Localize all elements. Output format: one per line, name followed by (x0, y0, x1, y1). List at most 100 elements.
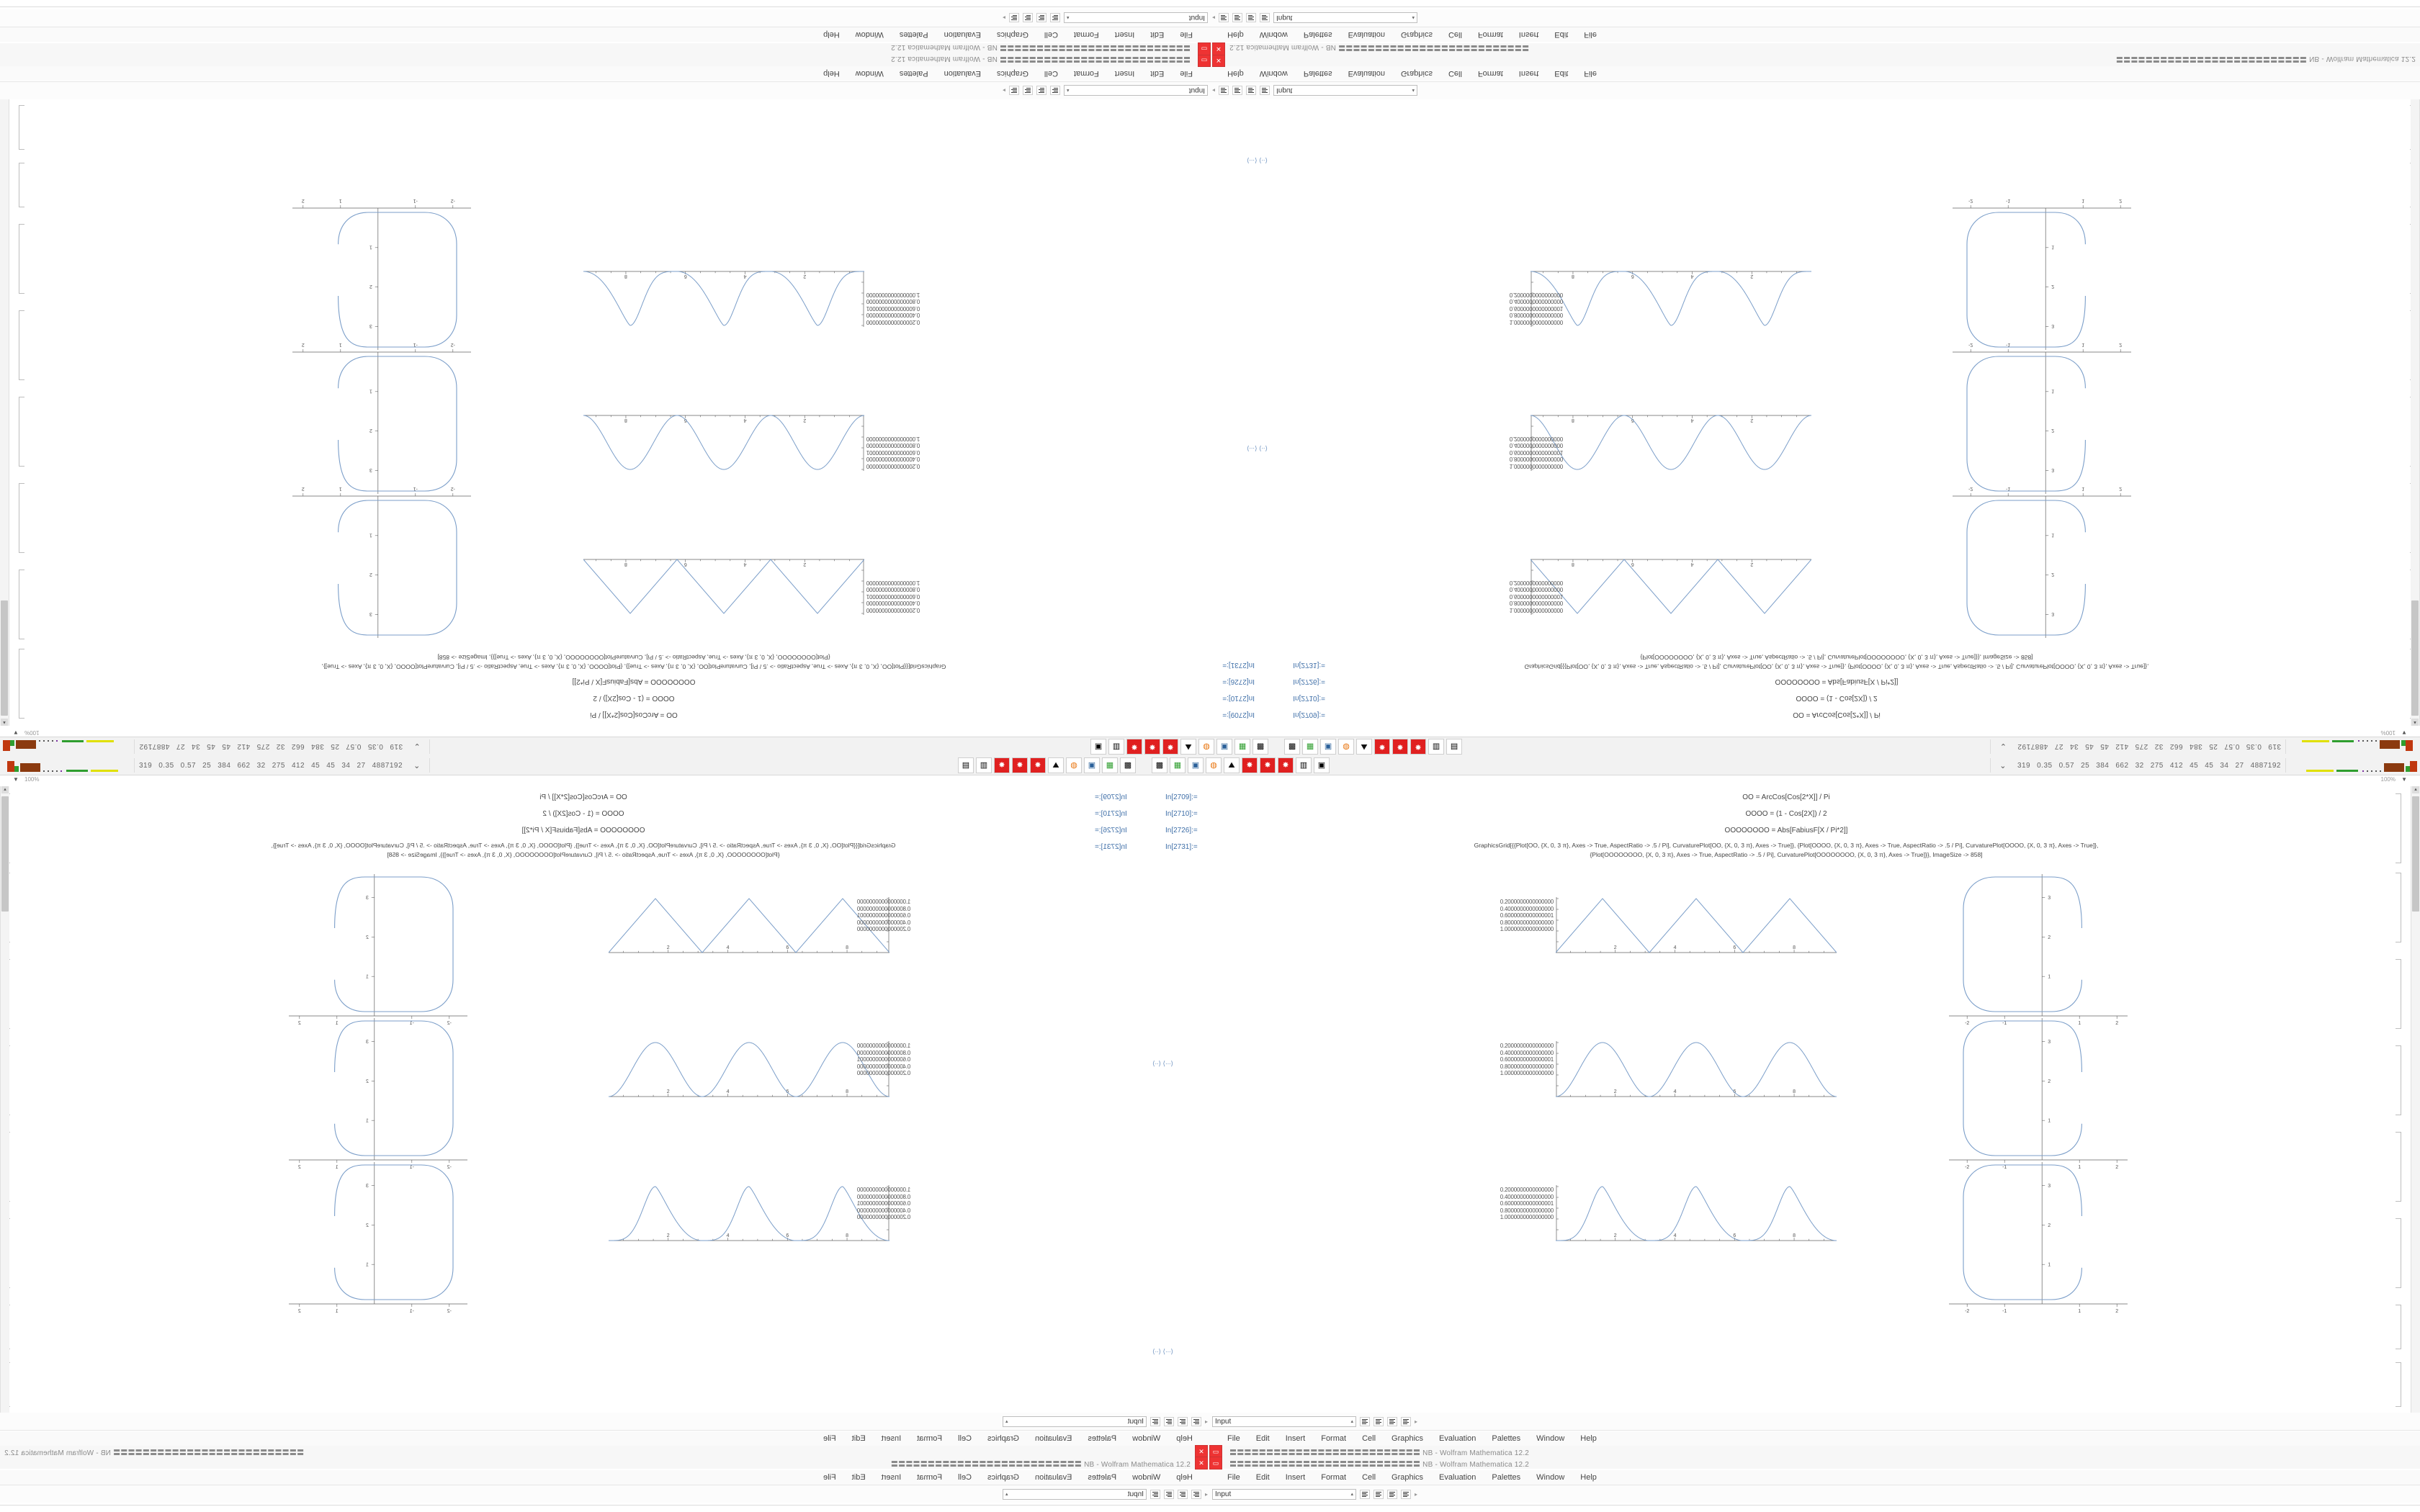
cell-bracket[interactable] (2396, 873, 2401, 942)
wave-plot-left[interactable]: 2 4 6 8 (1530, 557, 1812, 618)
wave-plot-left[interactable]: 2 4 6 8 (608, 894, 890, 955)
menu-item-2b-help[interactable]: Help (1580, 1473, 1597, 1482)
menu-item-evaluation[interactable]: Evaluation (1439, 1434, 1476, 1443)
align-right-button-3[interactable] (1387, 1489, 1397, 1499)
window-icon[interactable]: ▣ (1314, 757, 1330, 773)
close-button[interactable]: ✕ (1195, 1445, 1208, 1458)
expand-arrow-2-icon[interactable]: ▸ (1002, 14, 1005, 22)
menu-item-file[interactable]: File (1227, 1434, 1240, 1443)
menu-item-2-palettes[interactable]: Palettes (1303, 30, 1332, 39)
terminal-green-icon[interactable]: ▦ (1102, 757, 1118, 773)
style-select-spinner[interactable]: ▴ (1412, 88, 1415, 93)
menu-item-2-window[interactable]: Window (1132, 1473, 1161, 1482)
style-select-spinner[interactable]: ▴ (1067, 88, 1070, 93)
align-justify-button-2[interactable] (1150, 1489, 1160, 1499)
curvature-plot-left[interactable]: -2 -1 1 2 1 2 3 (284, 1017, 472, 1171)
code-line[interactable]: OO = ArcCos[Cos[2*X]] / Pi (590, 711, 678, 719)
cell-bracket[interactable] (2396, 793, 2401, 863)
notebook-canvas[interactable]: ▴ ▴ In[2709]:= In[2709]:= In[2710]:= In[2710]… (0, 99, 2420, 726)
window-title-bar[interactable]: 〓〓〓〓〓〓〓〓〓〓〓〓〓〓〓〓〓〓〓〓〓〓〓〓〓〓 NB - Wolfram … (0, 54, 2420, 67)
menu-item-insert[interactable]: Insert (1285, 1434, 1306, 1443)
menu-item-2b-help[interactable]: Help (823, 30, 840, 39)
align-justify-button-2[interactable] (1260, 13, 1270, 23)
notebook-canvas[interactable]: ▴ ▴ In[2709]:= In[2709]:= In[2710]:= In[2710]… (0, 786, 2420, 1413)
menu-item-cell[interactable]: Cell (958, 1434, 972, 1443)
gear-red-3-icon[interactable]: ✸ (1030, 757, 1046, 773)
align-center-button-3[interactable] (1373, 1489, 1384, 1499)
gear-red-5-icon[interactable]: ✸ (1260, 757, 1276, 773)
curvature-plot-left[interactable]: -2 -1 1 2 1 2 3 (1948, 341, 2136, 495)
code-line[interactable]: OOOOOOOO = Abs[FabiusF[X / Pi*2]] (572, 678, 696, 685)
menu-item-window[interactable]: Window (1259, 69, 1288, 78)
graphics-grid-row[interactable]: -2 -1 1 2 1 2 3 2 4 6 8 1.0000000000000000 0.8000000… (0, 338, 2420, 495)
menu-item-help[interactable]: Help (823, 69, 840, 78)
expand-arrow-icon[interactable]: ▸ (1002, 87, 1005, 94)
curvature-plot-right[interactable]: -2 -1 1 2 1 2 3 (288, 341, 475, 495)
printer-icon[interactable]: ▩ (1284, 739, 1300, 755)
menu-item-2b-cell[interactable]: Cell (1362, 1473, 1376, 1482)
style-select-2[interactable]: Input ▴ (1212, 1488, 1356, 1500)
close-button[interactable]: ✕ (1212, 42, 1225, 55)
graphics-grid-row[interactable]: -2 -1 1 2 1 2 3 2 4 6 8 1.0000000000000000 0.8000000… (0, 194, 2420, 351)
align-justify-button-3[interactable] (1401, 1489, 1411, 1499)
terminal-green-2-icon[interactable]: ▦ (1234, 739, 1250, 755)
scroll-up-arrow-left[interactable]: ▴ (1, 786, 9, 793)
expand-arrow-2-icon[interactable]: ▸ (1415, 1490, 1418, 1498)
mountain-icon[interactable]: ⛰ (1048, 757, 1064, 773)
maximize-button[interactable]: ▭ (1209, 1457, 1222, 1470)
style-select-spinner-2[interactable]: ▴ (1412, 15, 1415, 20)
firefox-2-icon[interactable]: ◍ (1206, 757, 1222, 773)
menu-item-file[interactable]: File (1584, 69, 1597, 78)
align-center-button-3[interactable] (1036, 13, 1047, 23)
style-select-left-2[interactable]: Input ▴ (1002, 1488, 1147, 1500)
align-left-button-2[interactable] (1191, 1489, 1201, 1499)
curvature-plot-left[interactable]: -2 -1 1 2 1 2 3 (284, 873, 472, 1027)
window-title-bar[interactable]: 〓〓〓〓〓〓〓〓〓〓〓〓〓〓〓〓〓〓〓〓〓〓〓〓〓〓 NB - Wolfram … (0, 1457, 2420, 1470)
style-select-spinner[interactable]: ▴ (1005, 1419, 1008, 1424)
gear-red-5-icon[interactable]: ✸ (1144, 739, 1160, 755)
maximize-button[interactable]: ▭ (1198, 54, 1211, 67)
graphics-grid-row[interactable]: -2 -1 1 2 1 2 3 2 4 6 8 1.0000000000000000 0.8000000… (0, 482, 2420, 639)
align-left-button[interactable] (1360, 1416, 1370, 1426)
terminal-green-2-icon[interactable]: ▦ (1170, 757, 1186, 773)
floppy-save-icon[interactable]: ▣ (1084, 757, 1100, 773)
firefox-icon[interactable]: ◍ (1338, 739, 1354, 755)
zoom-dropdown-right-icon[interactable]: ▼ (2401, 776, 2407, 783)
menu-item-format[interactable]: Format (1321, 1434, 1347, 1443)
scroll-up-arrow-right[interactable]: ▴ (2412, 786, 2419, 793)
menu-item-2b-cell[interactable]: Cell (1044, 30, 1058, 39)
menu-item-2-graphics[interactable]: Graphics (1400, 30, 1433, 39)
menu-item-edit[interactable]: Edit (1255, 1434, 1270, 1443)
style-select-left-2[interactable]: Input ▴ (1273, 12, 1418, 24)
menu-item-edit[interactable]: Edit (1150, 69, 1165, 78)
menu-item-window[interactable]: Window (1536, 1434, 1565, 1443)
gear-red-2-icon[interactable]: ✸ (1392, 739, 1408, 755)
maximize-button[interactable]: ▭ (1198, 42, 1211, 55)
menu-item-2b-edit[interactable]: Edit (1150, 30, 1165, 39)
curvature-plot-right[interactable]: -2 -1 1 2 1 2 3 (288, 485, 475, 639)
gear-red-6-icon[interactable]: ✸ (1126, 739, 1142, 755)
terminal-green-icon[interactable]: ▦ (1302, 739, 1318, 755)
menu-item-evaluation[interactable]: Evaluation (944, 69, 981, 78)
calculator-icon[interactable]: ▥ (976, 757, 992, 773)
menu-item-2-evaluation[interactable]: Evaluation (1035, 1473, 1072, 1482)
align-right-button-2[interactable] (1246, 13, 1257, 23)
gear-red-4-icon[interactable]: ✸ (1242, 757, 1258, 773)
curvature-plot-left[interactable]: -2 -1 1 2 1 2 3 (1948, 197, 2136, 351)
firefox-icon[interactable]: ◍ (1066, 757, 1082, 773)
align-left-button-2[interactable] (1219, 13, 1229, 23)
style-select[interactable]: Input ▴ (1064, 85, 1208, 96)
menu-item-format[interactable]: Format (1477, 69, 1503, 78)
menu-item-2-window[interactable]: Window (1259, 30, 1288, 39)
close-button[interactable]: ✕ (1195, 1457, 1208, 1470)
align-left-button[interactable] (1050, 86, 1060, 96)
menu-item-palettes[interactable]: Palettes (1303, 69, 1332, 78)
menu-item-cell[interactable]: Cell (1448, 69, 1462, 78)
align-left-button-3[interactable] (1360, 1489, 1370, 1499)
align-right-button[interactable] (1163, 1416, 1174, 1426)
menu-item-graphics[interactable]: Graphics (1392, 1434, 1424, 1443)
gear-red-2-icon[interactable]: ✸ (1012, 757, 1028, 773)
cell-bracket[interactable] (2396, 1305, 2401, 1349)
menu-item-2b-file[interactable]: File (1227, 1473, 1240, 1482)
menu-item-2b-window[interactable]: Window (1536, 1473, 1565, 1482)
